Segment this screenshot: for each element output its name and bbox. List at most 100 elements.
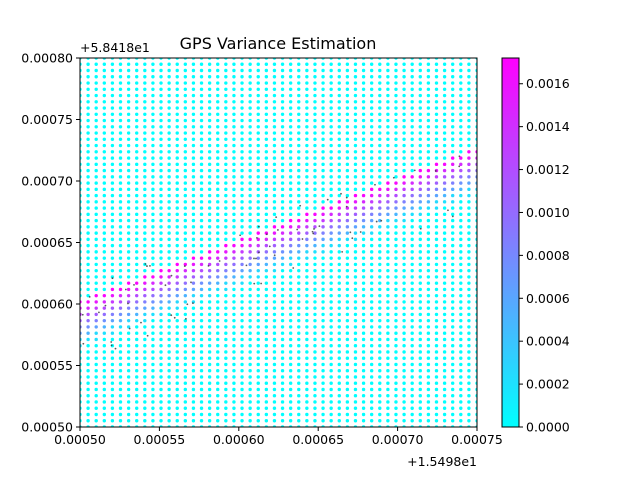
data-point [297,412,301,417]
data-point [313,387,317,392]
data-point [167,137,171,142]
data-point [280,325,285,329]
data-point [216,212,220,217]
data-point [151,375,155,379]
data-point [272,419,277,423]
data-point [183,350,188,354]
data-point [386,369,390,373]
data-point [467,268,471,273]
data-point [264,137,269,142]
data-point [305,400,309,404]
data-point [151,131,155,135]
data-point [143,243,147,248]
data-point [199,343,204,348]
data-point [288,356,293,360]
data-point [240,100,244,104]
data-point [167,343,171,348]
data-point [256,200,260,204]
data-point [369,312,374,317]
data-point [264,93,269,98]
data-point [86,243,90,248]
data-point [207,412,212,417]
data-point [361,400,366,404]
data-point [402,375,406,379]
data-point [386,281,390,285]
data-point [191,193,196,198]
data-point [232,200,236,204]
data-point [167,162,171,167]
data-point [256,356,260,360]
data-point [434,375,439,379]
raw-gps-point [349,231,352,234]
data-point [135,306,139,310]
data-point [272,287,277,292]
data-point [305,93,309,98]
y-tick-label: 0.00070 [21,174,73,189]
data-point [248,93,252,98]
data-point [329,419,333,423]
data-point [94,337,98,342]
data-point [337,287,341,292]
data-point [126,337,131,342]
data-point [410,143,414,148]
data-point [345,106,350,110]
data-point [191,337,196,342]
data-point [126,306,131,310]
data-point [240,112,244,116]
data-point [418,237,422,242]
scatter-points [80,58,477,427]
data-point [86,137,90,142]
data-point [426,350,431,354]
data-point [410,75,414,79]
data-point [280,212,285,217]
data-point [369,318,374,323]
data-point [110,93,115,98]
data-point [207,106,212,110]
data-point [159,293,163,298]
data-point [442,343,447,348]
data-point [467,419,471,423]
data-point [288,200,293,204]
data-point [450,150,455,154]
data-point [207,375,212,379]
data-point [191,81,196,85]
data-point [126,362,131,367]
data-point [369,369,374,373]
data-point [313,212,317,217]
data-point [94,268,98,273]
data-point [126,100,131,104]
data-point [450,168,455,173]
data-point [256,218,260,223]
data-point [240,250,244,254]
data-point [264,300,269,304]
data-point [175,150,179,154]
data-point [126,150,131,154]
data-point [313,156,317,160]
data-point [151,218,155,223]
data-point [378,150,382,154]
data-point [345,350,350,354]
data-point [272,362,277,367]
data-point [240,162,244,167]
data-point [167,156,171,160]
data-point [143,394,147,398]
data-point [216,406,220,410]
data-point [191,231,196,235]
data-point [175,225,179,229]
data-point [297,300,301,304]
data-point [248,387,252,392]
data-point [394,75,398,79]
data-point [240,87,244,91]
data-point [353,62,358,66]
data-point [86,256,90,260]
data-point [297,250,301,254]
data-point [369,187,374,192]
data-point [183,100,188,104]
data-point [394,100,398,104]
data-point [288,162,293,167]
data-point [459,168,463,173]
data-point [118,350,123,354]
data-point [102,112,107,116]
data-point [410,225,414,229]
data-point [378,187,382,192]
